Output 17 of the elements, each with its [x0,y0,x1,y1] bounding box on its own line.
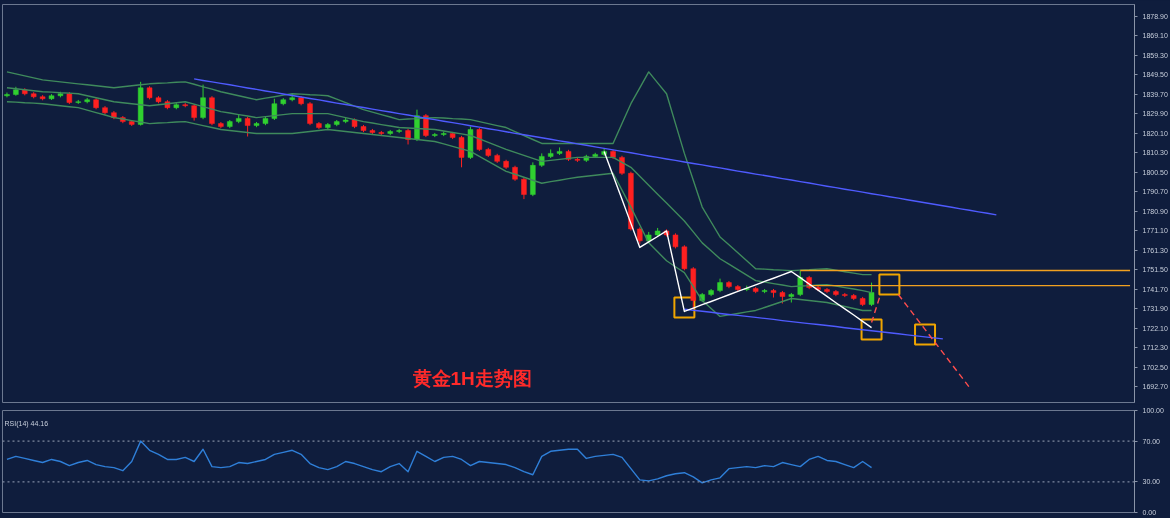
point [860,318,883,341]
line-series [6,71,873,276]
point [878,273,901,296]
line-series [193,78,998,216]
line-series [6,440,873,484]
text: 黄金1H走势图 [411,367,532,389]
candlestick [271,98,278,121]
candlestick [200,84,206,120]
candlestick [521,177,527,200]
candlestick [458,135,465,168]
candlestick [681,244,688,271]
point [914,323,937,346]
candlestick [868,282,875,307]
candlestick [244,116,251,137]
candlestick [396,128,402,134]
point [673,296,696,319]
line-series [6,101,873,318]
